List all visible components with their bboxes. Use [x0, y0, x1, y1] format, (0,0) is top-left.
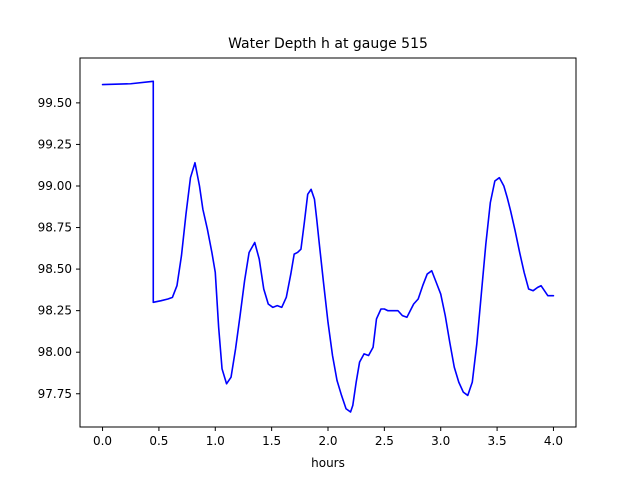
y-tick-label: 98.00	[38, 345, 72, 359]
y-tick-label: 98.25	[38, 304, 72, 318]
x-axis-ticks: 0.0 0.5 1.0 1.5 2.0 2.5 3.0 3.5 4.0	[93, 427, 563, 448]
x-tick-label: 2.5	[375, 434, 394, 448]
x-tick-label: 4.0	[544, 434, 563, 448]
y-tick-label: 99.25	[38, 137, 72, 151]
y-tick-label: 98.75	[38, 221, 72, 235]
y-tick-label: 97.75	[38, 387, 72, 401]
x-tick-label: 1.5	[262, 434, 281, 448]
y-tick-label: 99.50	[38, 96, 72, 110]
series-line-0	[101, 80, 555, 413]
x-tick-label: 0.5	[149, 434, 168, 448]
x-tick-label: 3.5	[488, 434, 507, 448]
x-tick-label: 0.0	[93, 434, 112, 448]
x-tick-label: 2.0	[318, 434, 337, 448]
x-tick-label: 1.0	[206, 434, 225, 448]
x-tick-label: 3.0	[431, 434, 450, 448]
x-axis-label: hours	[311, 456, 345, 470]
y-tick-label: 98.50	[38, 262, 72, 276]
y-axis-ticks: 97.75 98.00 98.25 98.50 98.75 99.00 99.25 99.50	[38, 96, 80, 401]
chart-title: Water Depth h at gauge 515	[228, 36, 428, 52]
y-tick-label: 99.00	[38, 179, 72, 193]
